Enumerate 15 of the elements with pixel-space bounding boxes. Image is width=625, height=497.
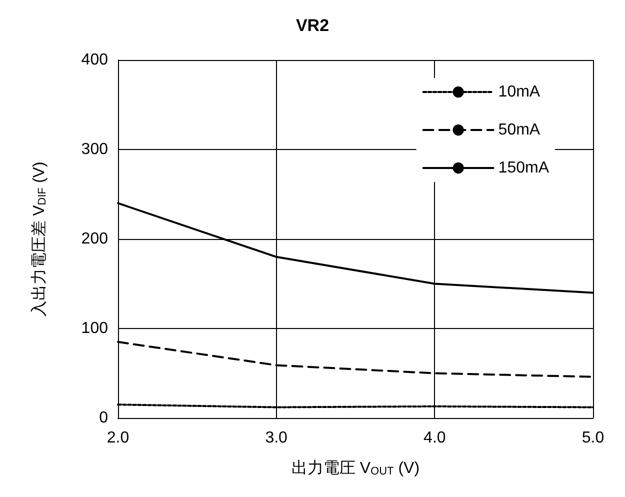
y-tick-label: 100 [81, 320, 108, 337]
legend-label: 150mA [498, 160, 550, 176]
x-tick-label: 5.0 [582, 430, 604, 446]
legend-label: 10mA [498, 84, 540, 100]
y-axis-title: 入出力電圧差 VDIF (V) [30, 162, 48, 316]
y-tick-label: 300 [81, 141, 108, 158]
x-tick-label: 4.0 [424, 430, 446, 446]
chart-title: VR2 [296, 16, 330, 35]
legend-label: 50mA [498, 122, 540, 138]
x-tick-label: 3.0 [265, 430, 288, 446]
y-tick-label: 400 [81, 52, 108, 68]
x-axis-title: 出力電圧 VOUT (V) [291, 459, 420, 478]
y-tick-label: 0 [99, 410, 108, 426]
y-tick-label: 200 [81, 230, 108, 248]
x-tick-label: 2.0 [106, 430, 130, 446]
